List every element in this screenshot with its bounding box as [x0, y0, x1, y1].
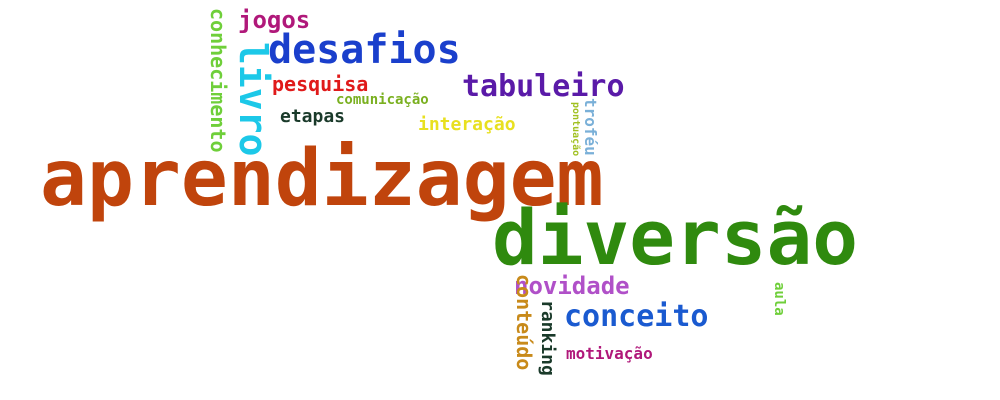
word-comunicacao: comunicação: [336, 92, 429, 108]
word-conceito: conceito: [564, 299, 709, 334]
word-novidade: novidade: [514, 272, 630, 300]
word-desafios: desafios: [268, 27, 461, 73]
word-livro: livro: [231, 42, 275, 157]
word-motivacao: motivação: [566, 344, 653, 363]
word-etapas: etapas: [280, 106, 346, 127]
word-trofeu: troféu: [581, 98, 600, 156]
word-conteudo: conteúdo: [512, 274, 536, 371]
word-aprendizagem: aprendizagem: [40, 134, 604, 224]
word-ranking: ranking: [537, 300, 558, 376]
word-jogos: jogos: [238, 6, 311, 34]
word-pesquisa: pesquisa: [272, 72, 369, 96]
word-conhecimento: conhecimento: [206, 8, 230, 153]
word-tabuleiro: tabuleiro: [462, 69, 625, 104]
word-diversao: diversão: [492, 193, 859, 282]
word-aula: aula: [771, 282, 787, 316]
word-interacao: interação: [418, 114, 516, 135]
word-pontuacao: pontuação: [570, 102, 581, 157]
